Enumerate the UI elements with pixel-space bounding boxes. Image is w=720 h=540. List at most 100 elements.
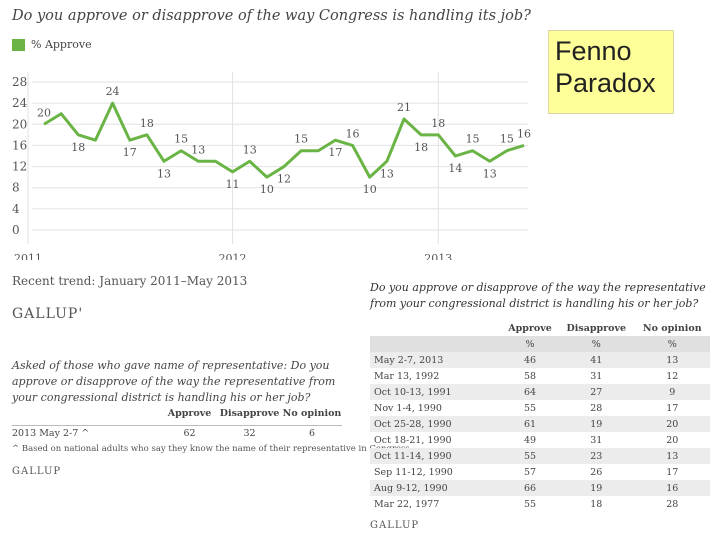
y-tick-label: 8 [12, 181, 20, 195]
row-disapprove: 32 [243, 428, 256, 439]
header-approve: Approve [167, 408, 212, 419]
row-no-opinion: 17 [666, 402, 679, 414]
pct-blank [370, 336, 502, 352]
data-label: 10 [260, 183, 274, 196]
y-tick-label: 20 [12, 117, 27, 131]
x-tick-label: 2013 [424, 252, 452, 260]
row-date: Mar 22, 1977 [374, 498, 440, 510]
row-date: Oct 10-13, 1991 [370, 384, 502, 400]
data-label: 12 [277, 173, 291, 186]
header-approve: Approve [508, 322, 552, 334]
table-row: Mar 13, 1992 58 31 12 [370, 368, 710, 384]
gallup-logo: GALLUP' [12, 306, 84, 322]
row-approve: 62 [183, 428, 196, 439]
fenno-line-1: Fenno [555, 36, 632, 66]
data-label: 21 [397, 101, 411, 114]
left-poll-header: Approve Disapprove No opinion [12, 408, 342, 419]
right-poll-table: Approve Disapprove No opinion % % % May … [370, 320, 710, 512]
percent-row: % % % [370, 336, 710, 352]
row-disapprove: 18 [590, 498, 603, 510]
row-disapprove: 19 [558, 416, 635, 432]
header-no-opinion: No opinion [642, 322, 702, 334]
x-tick-label: 2012 [219, 252, 247, 260]
header-blank [370, 320, 502, 336]
row-no-opinion: 20 [666, 434, 679, 446]
row-no-opinion: 13 [634, 352, 710, 368]
data-label: 24 [106, 85, 120, 98]
header-blank [12, 408, 162, 419]
data-label: 16 [517, 127, 531, 140]
table-row: Sep 11-12, 1990 57 26 17 [370, 464, 710, 480]
table-row: Aug 9-12, 1990 66 19 16 [370, 480, 710, 496]
row-disapprove: 31 [590, 434, 603, 446]
data-label: 17 [123, 146, 137, 159]
data-label: 13 [243, 143, 257, 156]
row-approve: 61 [502, 416, 558, 432]
fenno-line-2: Paradox [555, 68, 656, 99]
row-no-opinion: 12 [666, 370, 679, 382]
recent-trend-caption: Recent trend: January 2011–May 2013 [12, 274, 248, 288]
row-no-opinion: 9 [634, 384, 710, 400]
row-approve: 64 [502, 384, 558, 400]
row-date: May 2-7, 2013 [370, 352, 502, 368]
table-row: Oct 18-21, 1990 49 31 20 [370, 432, 710, 448]
data-label: 13 [483, 167, 497, 180]
fenno-paradox-label: Fenno Paradox [548, 30, 674, 114]
row-date: Oct 25-28, 1990 [370, 416, 502, 432]
right-poll-header: Approve Disapprove No opinion [370, 320, 710, 336]
row-approve: 49 [523, 434, 537, 446]
table-row: Mar 22, 1977 55 18 28 [370, 496, 710, 512]
pct-approve: % [502, 336, 558, 352]
y-tick-label: 16 [12, 138, 27, 152]
y-tick-label: 4 [12, 202, 20, 216]
gallup-logo: GALLUP [370, 520, 420, 531]
pct-disapprove: % [558, 336, 635, 352]
chart-title: Do you approve or disapprove of the way … [12, 8, 531, 24]
header-disapprove: Disapprove [566, 322, 627, 334]
row-date: Nov 1-4, 1990 [374, 402, 442, 414]
table-row: Oct 10-13, 1991 64 27 9 [370, 384, 710, 400]
data-label: 18 [140, 117, 154, 130]
data-label: 14 [448, 162, 462, 175]
approve-series-line [43, 101, 525, 179]
header-disapprove: Disapprove [219, 408, 280, 419]
data-label: 20 [37, 106, 51, 119]
table-row: May 2-7, 2013 46 41 13 [370, 352, 710, 368]
y-tick-label: 12 [12, 160, 27, 174]
data-label: 15 [294, 133, 308, 146]
data-label: 15 [500, 133, 514, 146]
data-label: 18 [414, 141, 428, 154]
row-approve: 55 [502, 448, 558, 464]
data-label: 13 [157, 167, 171, 180]
data-label: 11 [226, 178, 240, 191]
data-label: 13 [191, 143, 205, 156]
row-disapprove: 23 [558, 448, 635, 464]
legend-label: % Approve [31, 38, 92, 51]
table-row: Nov 1-4, 1990 55 28 17 [370, 400, 710, 416]
data-label: 18 [71, 141, 85, 154]
row-date: Mar 13, 1992 [374, 370, 440, 382]
row-no-opinion: 20 [634, 416, 710, 432]
row-date: Oct 11-14, 1990 [370, 448, 502, 464]
header-no-opinion: No opinion [282, 408, 342, 419]
row-approve: 55 [523, 402, 537, 414]
row-date: 2013 May 2-7 ^ [12, 428, 90, 439]
x-tick-label: 2011 [14, 252, 42, 260]
table-row: Oct 25-28, 1990 61 19 20 [370, 416, 710, 432]
y-tick-label: 24 [12, 96, 28, 110]
y-tick-label: 28 [12, 75, 27, 89]
table-row: Oct 11-14, 1990 55 23 13 [370, 448, 710, 464]
left-poll-question: Asked of those who gave name of represen… [12, 359, 336, 404]
data-label: 17 [328, 146, 342, 159]
chart-legend: % Approve [12, 38, 92, 51]
data-label: 15 [174, 133, 188, 146]
row-disapprove: 31 [590, 370, 603, 382]
table-row: 2013 May 2-7 ^ 62 32 6 [12, 425, 342, 439]
row-no-opinion: 17 [666, 466, 679, 478]
row-no-opinion: 28 [666, 498, 679, 510]
row-approve: 66 [502, 480, 558, 496]
row-disapprove: 41 [558, 352, 635, 368]
row-approve: 55 [523, 498, 537, 510]
right-poll-question: Do you approve or disapprove of the way … [370, 281, 706, 310]
